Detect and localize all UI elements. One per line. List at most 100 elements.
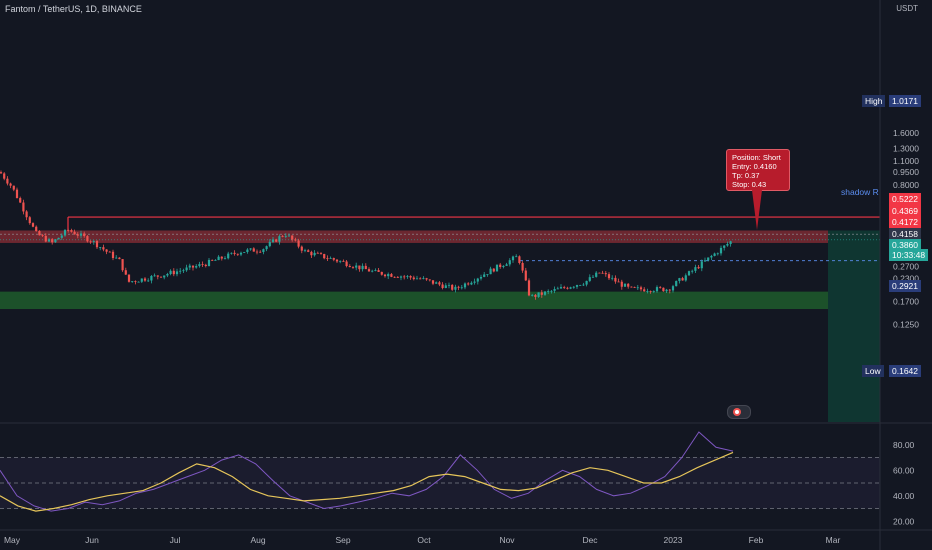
level-tag-1: 0.4369 bbox=[889, 205, 921, 217]
candle-body bbox=[636, 287, 639, 289]
candle-body bbox=[694, 267, 697, 271]
candle-body bbox=[383, 274, 387, 277]
time-tick-label: Mar bbox=[826, 535, 841, 545]
candle-body bbox=[147, 280, 150, 282]
candle-body bbox=[598, 272, 601, 274]
candle-body bbox=[255, 251, 259, 253]
candle-body bbox=[249, 248, 252, 250]
candle-body bbox=[44, 235, 47, 242]
candle-body bbox=[239, 252, 243, 255]
candle-body bbox=[627, 283, 630, 287]
candle-body bbox=[457, 286, 460, 288]
candle-body bbox=[441, 284, 444, 289]
candle-body bbox=[143, 278, 147, 281]
candle-body bbox=[57, 237, 60, 240]
candle-body bbox=[435, 282, 438, 284]
candle-body bbox=[611, 277, 614, 279]
candle-body bbox=[515, 256, 518, 258]
candle-body bbox=[243, 252, 246, 253]
candle-body bbox=[332, 258, 335, 260]
candle-body bbox=[172, 270, 175, 275]
candle-body bbox=[540, 292, 543, 295]
candle-body bbox=[361, 265, 364, 270]
candle-body bbox=[707, 257, 710, 261]
rsi-tick-label: 40.00 bbox=[893, 491, 915, 501]
candle-body bbox=[0, 172, 3, 174]
candle-body bbox=[307, 250, 310, 252]
candle-body bbox=[511, 256, 515, 261]
candle-body bbox=[655, 287, 659, 292]
candle-body bbox=[22, 202, 25, 212]
candle-body bbox=[595, 272, 598, 277]
candle-body bbox=[134, 281, 137, 282]
candle-body bbox=[406, 276, 409, 277]
candle-body bbox=[387, 274, 390, 277]
candle-body bbox=[294, 239, 297, 241]
rsi-band-fill bbox=[0, 457, 880, 509]
candle-body bbox=[115, 257, 118, 259]
candle-body bbox=[719, 247, 723, 254]
time-tick-label: Nov bbox=[499, 535, 515, 545]
candle-body bbox=[108, 251, 111, 253]
candle-body bbox=[163, 275, 166, 278]
candle-body bbox=[83, 233, 86, 237]
candle-body bbox=[646, 291, 649, 292]
candle-body bbox=[316, 252, 319, 254]
chart-logo-icon[interactable] bbox=[727, 405, 751, 419]
zones-layer bbox=[0, 230, 880, 422]
candle-body bbox=[575, 285, 579, 287]
rsi-ma-line bbox=[0, 451, 734, 512]
candle-body bbox=[604, 273, 607, 275]
candle-body bbox=[649, 291, 652, 292]
candle-body bbox=[371, 270, 374, 272]
candle-body bbox=[60, 235, 63, 238]
candle-body bbox=[726, 244, 729, 246]
candle-body bbox=[582, 284, 585, 286]
candle-body bbox=[150, 275, 153, 281]
time-tick-label: Dec bbox=[582, 535, 598, 545]
candle-body bbox=[409, 276, 412, 278]
candle-body bbox=[329, 258, 332, 259]
candle-body bbox=[47, 239, 51, 242]
candle-body bbox=[105, 249, 108, 252]
candle-body bbox=[425, 278, 428, 280]
candle-body bbox=[121, 259, 124, 271]
candle-body bbox=[460, 287, 463, 289]
candle-body bbox=[358, 265, 361, 270]
current-price-tag: 0.3860 bbox=[889, 239, 921, 251]
candle-body bbox=[399, 276, 403, 278]
candle-body bbox=[563, 287, 566, 288]
candle-body bbox=[265, 246, 268, 250]
shadow-label: shadow R bbox=[841, 187, 879, 197]
candle-body bbox=[729, 241, 732, 245]
candle-body bbox=[483, 274, 486, 277]
candle-body bbox=[588, 277, 591, 281]
candle-body bbox=[319, 253, 323, 255]
candle-body bbox=[422, 278, 425, 280]
candle-body bbox=[230, 252, 233, 254]
projection-zone bbox=[828, 230, 880, 422]
levels-layer bbox=[0, 216, 880, 262]
candle-body bbox=[675, 281, 678, 287]
note-line-position: Position: Short bbox=[732, 153, 781, 162]
note-line-tp: Tp: 0.37 bbox=[732, 171, 760, 180]
candle-body bbox=[124, 270, 127, 275]
resistance-zone bbox=[0, 230, 828, 243]
candle-body bbox=[95, 241, 99, 248]
candle-body bbox=[348, 266, 351, 268]
candles-layer bbox=[0, 170, 732, 300]
candle-body bbox=[473, 281, 476, 283]
candle-body bbox=[233, 252, 236, 254]
candle-body bbox=[553, 289, 556, 291]
candle-body bbox=[291, 235, 294, 240]
candle-body bbox=[127, 274, 131, 282]
logo-dot-inner-icon bbox=[735, 410, 739, 414]
candle-body bbox=[502, 265, 505, 267]
note-line-entry: Entry: 0.4160 bbox=[732, 162, 777, 171]
candle-body bbox=[534, 294, 537, 297]
candle-body bbox=[710, 255, 713, 258]
candle-body bbox=[19, 198, 22, 203]
time-tick-label: May bbox=[4, 535, 21, 545]
candle-body bbox=[505, 264, 508, 266]
